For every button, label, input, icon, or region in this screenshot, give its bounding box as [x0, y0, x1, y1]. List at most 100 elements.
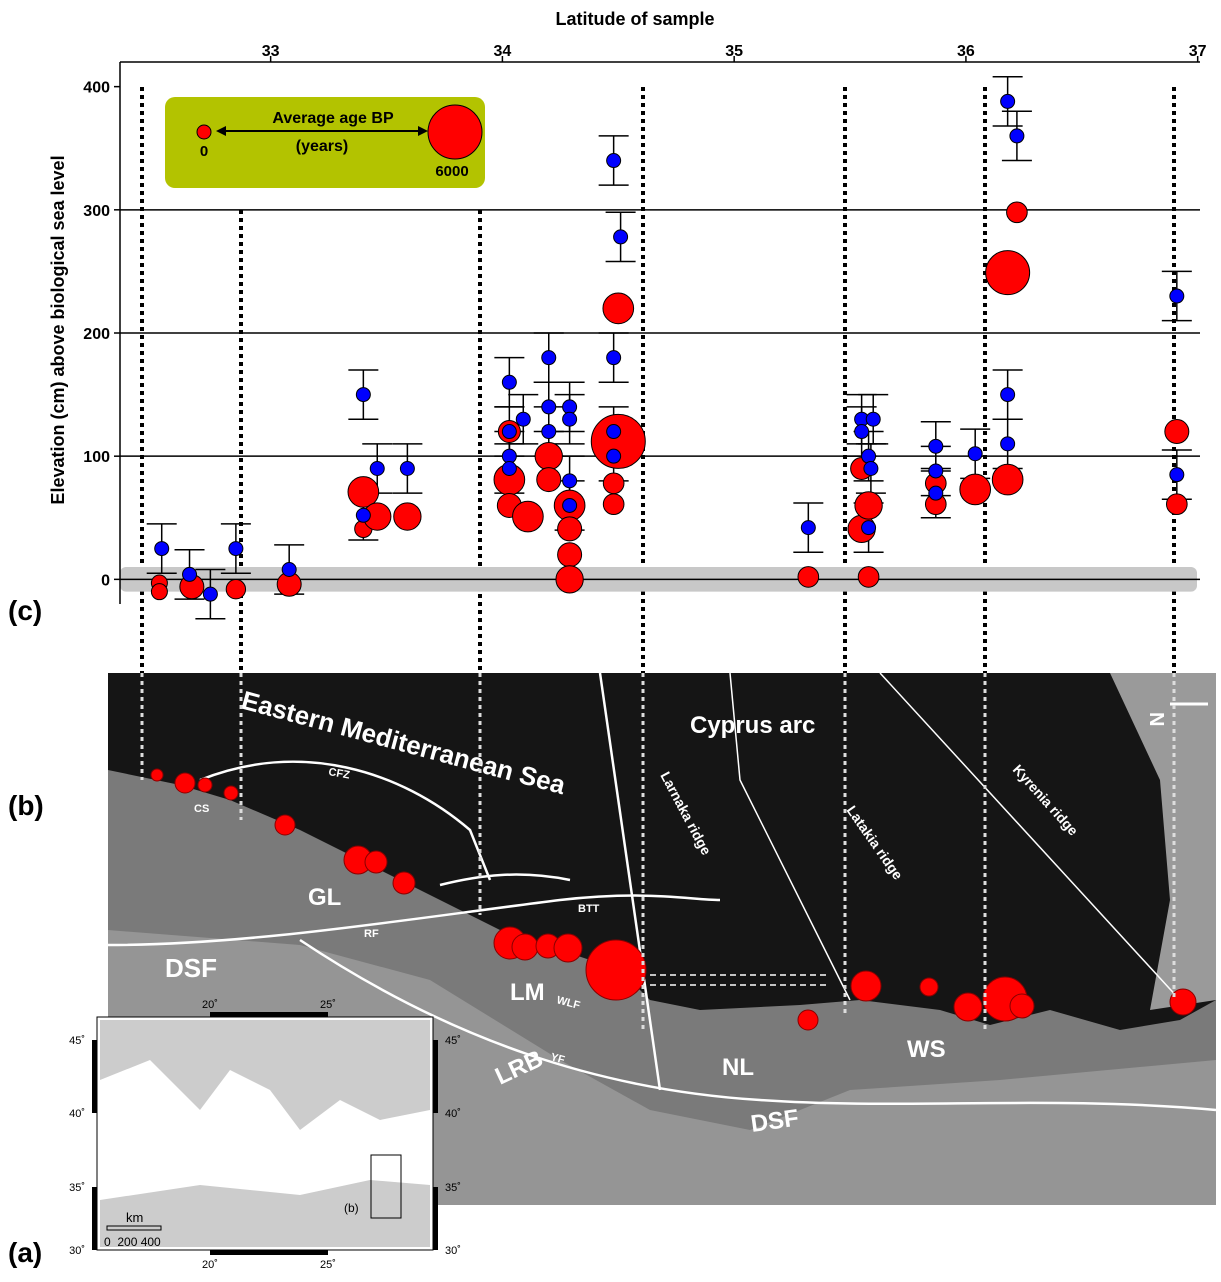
y-axis-title: Elevation (cm) above biological sea leve…	[48, 155, 68, 504]
age-bubble	[602, 292, 635, 325]
map-label: LM	[510, 979, 545, 1006]
point	[606, 153, 622, 169]
point	[606, 350, 622, 366]
point	[606, 448, 622, 464]
sea	[108, 673, 1216, 1030]
point	[202, 586, 218, 602]
inset-y-label: 45˚	[445, 1035, 461, 1047]
x-tick-label: 37	[1189, 43, 1207, 60]
age-bubble	[602, 472, 625, 495]
sample	[585, 939, 647, 1001]
point	[541, 424, 557, 440]
y-tick-label: 200	[83, 326, 110, 343]
map-label: RF	[364, 928, 379, 940]
scale-labels: 0 200 400	[104, 1235, 161, 1249]
age-bubble	[797, 566, 820, 588]
sample	[274, 814, 296, 836]
point	[562, 497, 578, 513]
y-tick-label: 300	[83, 203, 110, 220]
inset-y-label: 35˚	[69, 1182, 85, 1194]
age-bubble	[150, 583, 168, 601]
point	[1000, 387, 1016, 403]
age-bubble	[1165, 493, 1188, 516]
point	[562, 473, 578, 489]
point	[515, 411, 531, 427]
point	[228, 541, 244, 557]
age-bubble	[347, 476, 380, 508]
point	[281, 562, 297, 578]
fault	[879, 672, 1181, 1001]
sample	[223, 785, 239, 801]
age-bubble	[857, 566, 880, 588]
point	[355, 387, 371, 403]
fault	[598, 672, 662, 1091]
fault	[439, 873, 571, 887]
fault	[107, 894, 721, 947]
inset-border	[210, 1012, 328, 1017]
inset-box	[370, 1154, 402, 1219]
point	[562, 411, 578, 427]
age-bubble	[555, 565, 584, 594]
age-bubble	[393, 502, 422, 531]
map-label: Cyprus arc	[690, 712, 815, 739]
age-bubble	[602, 493, 625, 516]
sample	[1009, 993, 1035, 1019]
y-tick-label: 100	[83, 449, 110, 466]
point	[613, 229, 629, 245]
scale-unit: km	[126, 1210, 143, 1225]
age-bubble	[1006, 201, 1028, 224]
age-bubble	[959, 473, 992, 506]
legend-subtitle: (years)	[296, 138, 348, 155]
point	[606, 424, 622, 440]
map-boundaries	[140, 673, 1176, 1030]
inset-y-label: 30˚	[69, 1245, 85, 1257]
point	[1000, 93, 1016, 109]
point	[355, 507, 371, 523]
x-tick-label: 35	[725, 43, 743, 60]
inset-y-label: 40˚	[69, 1108, 85, 1120]
inset-box-label: (b)	[344, 1201, 359, 1215]
age-bubble	[557, 516, 583, 542]
point	[399, 461, 415, 476]
map-label: CFZ	[327, 766, 350, 782]
cyprus-land	[1110, 673, 1216, 1010]
point	[182, 566, 198, 582]
point	[501, 374, 517, 390]
sample	[953, 992, 983, 1022]
age-bubble	[512, 500, 544, 533]
legend-size-label: 0	[200, 143, 208, 160]
age-bubble	[991, 463, 1024, 496]
inset-y-label: 35˚	[445, 1182, 461, 1194]
inset-land	[100, 1020, 430, 1130]
sample	[797, 1009, 819, 1031]
map-label: WS	[907, 1036, 946, 1063]
inset-land	[100, 1180, 430, 1247]
age-bubble	[557, 542, 583, 568]
point	[967, 446, 983, 462]
inset-x-label: 20˚	[202, 1259, 218, 1271]
sample	[553, 933, 583, 963]
map-label: DSF	[749, 1105, 800, 1138]
point	[1009, 128, 1025, 144]
sample	[392, 871, 416, 895]
point	[928, 463, 944, 479]
point	[369, 461, 385, 476]
inset-border	[433, 1040, 438, 1113]
sample	[197, 777, 213, 793]
legend-size-label: 6000	[435, 163, 468, 180]
inset-y-label: 30˚	[445, 1245, 461, 1257]
point	[541, 399, 557, 415]
age-bubble	[534, 442, 563, 471]
map-label: BTT	[578, 903, 600, 915]
inset-border	[433, 1187, 438, 1250]
inset-x-label: 20˚	[202, 999, 218, 1011]
legend-bubble	[196, 124, 212, 140]
inset-map: 20˚ 25˚ 20˚ 25˚ 45˚ 40˚ 35˚ 30˚ 45˚ 40˚ …	[69, 999, 461, 1271]
panel-label: (c)	[8, 595, 42, 626]
age-bubble	[1164, 419, 1190, 445]
point	[501, 424, 517, 440]
scale-bar	[106, 1225, 162, 1231]
age-bubble	[225, 579, 247, 600]
point	[861, 448, 877, 464]
